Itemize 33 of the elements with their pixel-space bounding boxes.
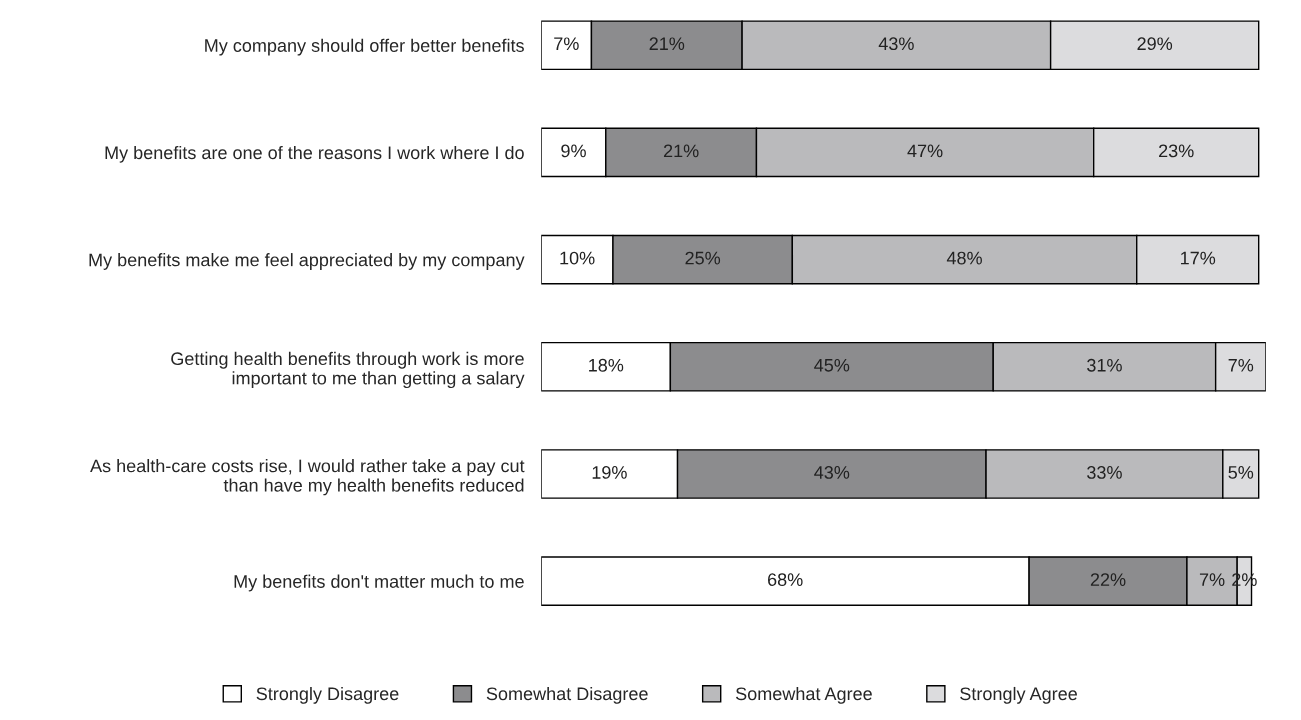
data-label: 31%	[1087, 358, 1122, 372]
data-label: 17%	[1181, 251, 1216, 265]
data-label: 21%	[649, 37, 685, 51]
data-label: 68%	[768, 573, 803, 587]
data-label: 45%	[814, 358, 850, 372]
y-tick-label: My benefits make me feel appreciated by my company	[89, 253, 525, 270]
y-tick-label: My benefits don't matter much to me	[234, 574, 524, 592]
data-label: 47%	[907, 144, 943, 158]
data-label: 43%	[878, 37, 914, 51]
y-tick-label: My benefits are one of the reasons I work where I do	[105, 145, 524, 163]
legend-label: Somewhat Disagree	[486, 686, 648, 704]
data-label: 29%	[1137, 37, 1173, 51]
data-label: 19%	[592, 466, 627, 479]
data-label: 7%	[1228, 358, 1254, 372]
data-label: 5%	[1228, 466, 1254, 479]
y-tick-label: My company should offer better benefits	[205, 38, 524, 56]
data-label: 18%	[589, 358, 624, 372]
data-label: 7%	[554, 37, 579, 51]
data-label: 7%	[1199, 573, 1225, 586]
data-label: 48%	[946, 251, 982, 265]
data-label: 43%	[814, 466, 850, 479]
y-tick-label: Getting health benefits through work is more important to me than getting a salary	[171, 351, 525, 389]
data-label: 25%	[685, 251, 721, 265]
data-label: 33%	[1087, 466, 1122, 479]
legend-label: Strongly Disagree	[256, 686, 399, 704]
legend-label: Strongly Agree	[960, 686, 1077, 704]
data-label: 22%	[1090, 573, 1126, 586]
data-label: 10%	[560, 251, 595, 265]
y-tick-label: As health-care costs rise, I would rather take a pay cut than have my health benefits reduced	[90, 459, 525, 496]
data-label: 21%	[663, 144, 699, 158]
data-label: 9%	[561, 144, 586, 158]
data-label: 23%	[1159, 144, 1194, 158]
legend-label: Somewhat Agree	[735, 686, 872, 704]
